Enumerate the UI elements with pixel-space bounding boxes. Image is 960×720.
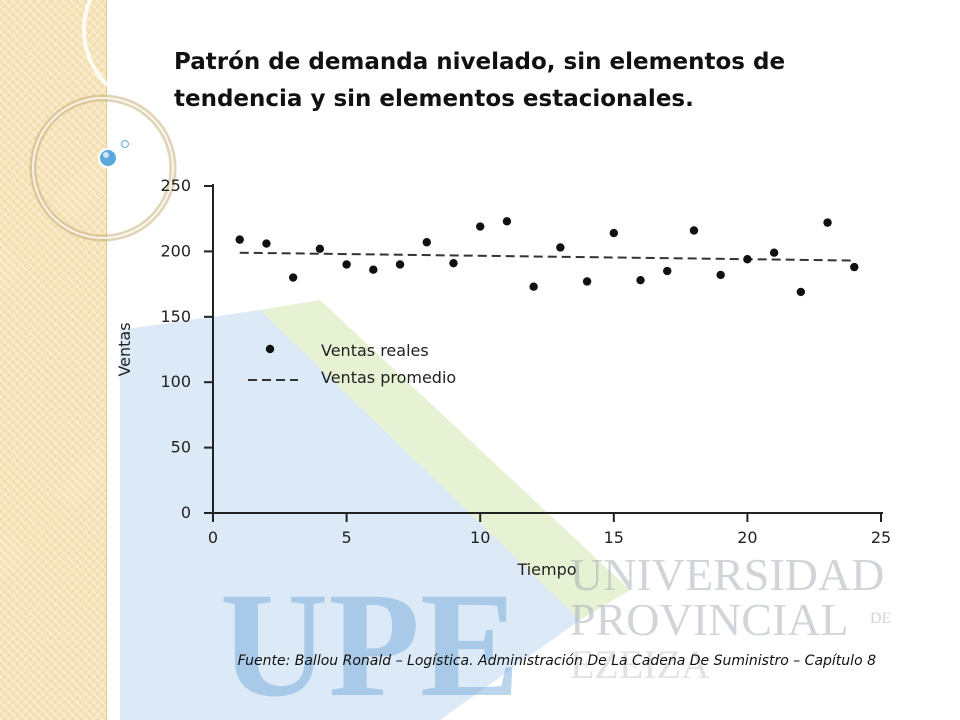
source-citation: Fuente: Ballou Ronald – Logística. Admin…	[237, 653, 876, 669]
data-point	[769, 248, 779, 257]
y-tick-label: 50	[171, 438, 191, 457]
slide-title: Patrón de demanda nivelado, sin elemento…	[174, 49, 786, 112]
data-point	[556, 243, 565, 252]
watermark-line3: EZEIZA	[570, 642, 710, 687]
decorative-circles	[29, 0, 238, 242]
x-tick-label: 5	[342, 528, 352, 547]
data-point	[342, 260, 351, 269]
chart-legend: Ventas reales Ventas promedio	[248, 341, 456, 387]
y-tick-label: 150	[160, 307, 191, 326]
data-point	[288, 273, 298, 282]
x-tick-label: 15	[604, 528, 624, 547]
legend-label-ventas-reales: Ventas reales	[321, 341, 429, 360]
chart-axes	[212, 184, 883, 514]
data-point	[716, 270, 725, 280]
y-axis-label: Ventas	[115, 322, 134, 376]
watermark-line2: PROVINCIAL	[570, 594, 849, 645]
data-point	[663, 266, 672, 276]
watermark-line1: UNIVERSIDAD	[570, 549, 884, 600]
x-tick-label: 20	[737, 528, 757, 547]
watermark-logo-text: UPE	[220, 562, 520, 720]
university-watermark: UPE UNIVERSIDAD PROVINCIAL DE EZEIZA	[120, 300, 891, 720]
y-tick-label: 100	[160, 372, 191, 391]
x-tick-label: 25	[871, 528, 891, 547]
data-point	[476, 222, 485, 231]
data-point	[502, 217, 512, 226]
x-axis-label: Tiempo	[516, 560, 576, 579]
data-point	[796, 287, 806, 297]
data-point	[743, 255, 752, 264]
watermark-line2-suffix: DE	[870, 610, 891, 627]
data-point	[422, 238, 431, 247]
y-tick-label: 250	[160, 176, 191, 195]
y-tick-label: 0	[181, 503, 191, 522]
data-point	[395, 260, 405, 269]
data-point	[449, 258, 458, 268]
data-point	[235, 235, 244, 244]
legend-dot-marker	[265, 344, 275, 354]
watermark-swoosh	[120, 310, 580, 720]
average-sales-line	[239, 251, 855, 262]
legend-label-ventas-promedio: Ventas promedio	[321, 368, 456, 387]
data-point	[529, 282, 538, 291]
x-tick-label: 10	[470, 528, 490, 547]
data-point	[262, 239, 271, 248]
data-point	[315, 244, 325, 253]
data-point	[823, 218, 832, 227]
data-point	[689, 226, 699, 235]
chart-marks	[235, 217, 859, 297]
y-tick-label: 200	[160, 241, 191, 260]
data-point	[850, 262, 859, 272]
data-point	[609, 228, 618, 238]
x-tick-label: 0	[208, 528, 218, 547]
chart-ticks: 0 50 100 150 200 250 0 5 10 15 20 25	[160, 176, 891, 547]
data-point	[636, 275, 645, 285]
data-point	[582, 277, 592, 286]
data-point	[369, 265, 378, 274]
